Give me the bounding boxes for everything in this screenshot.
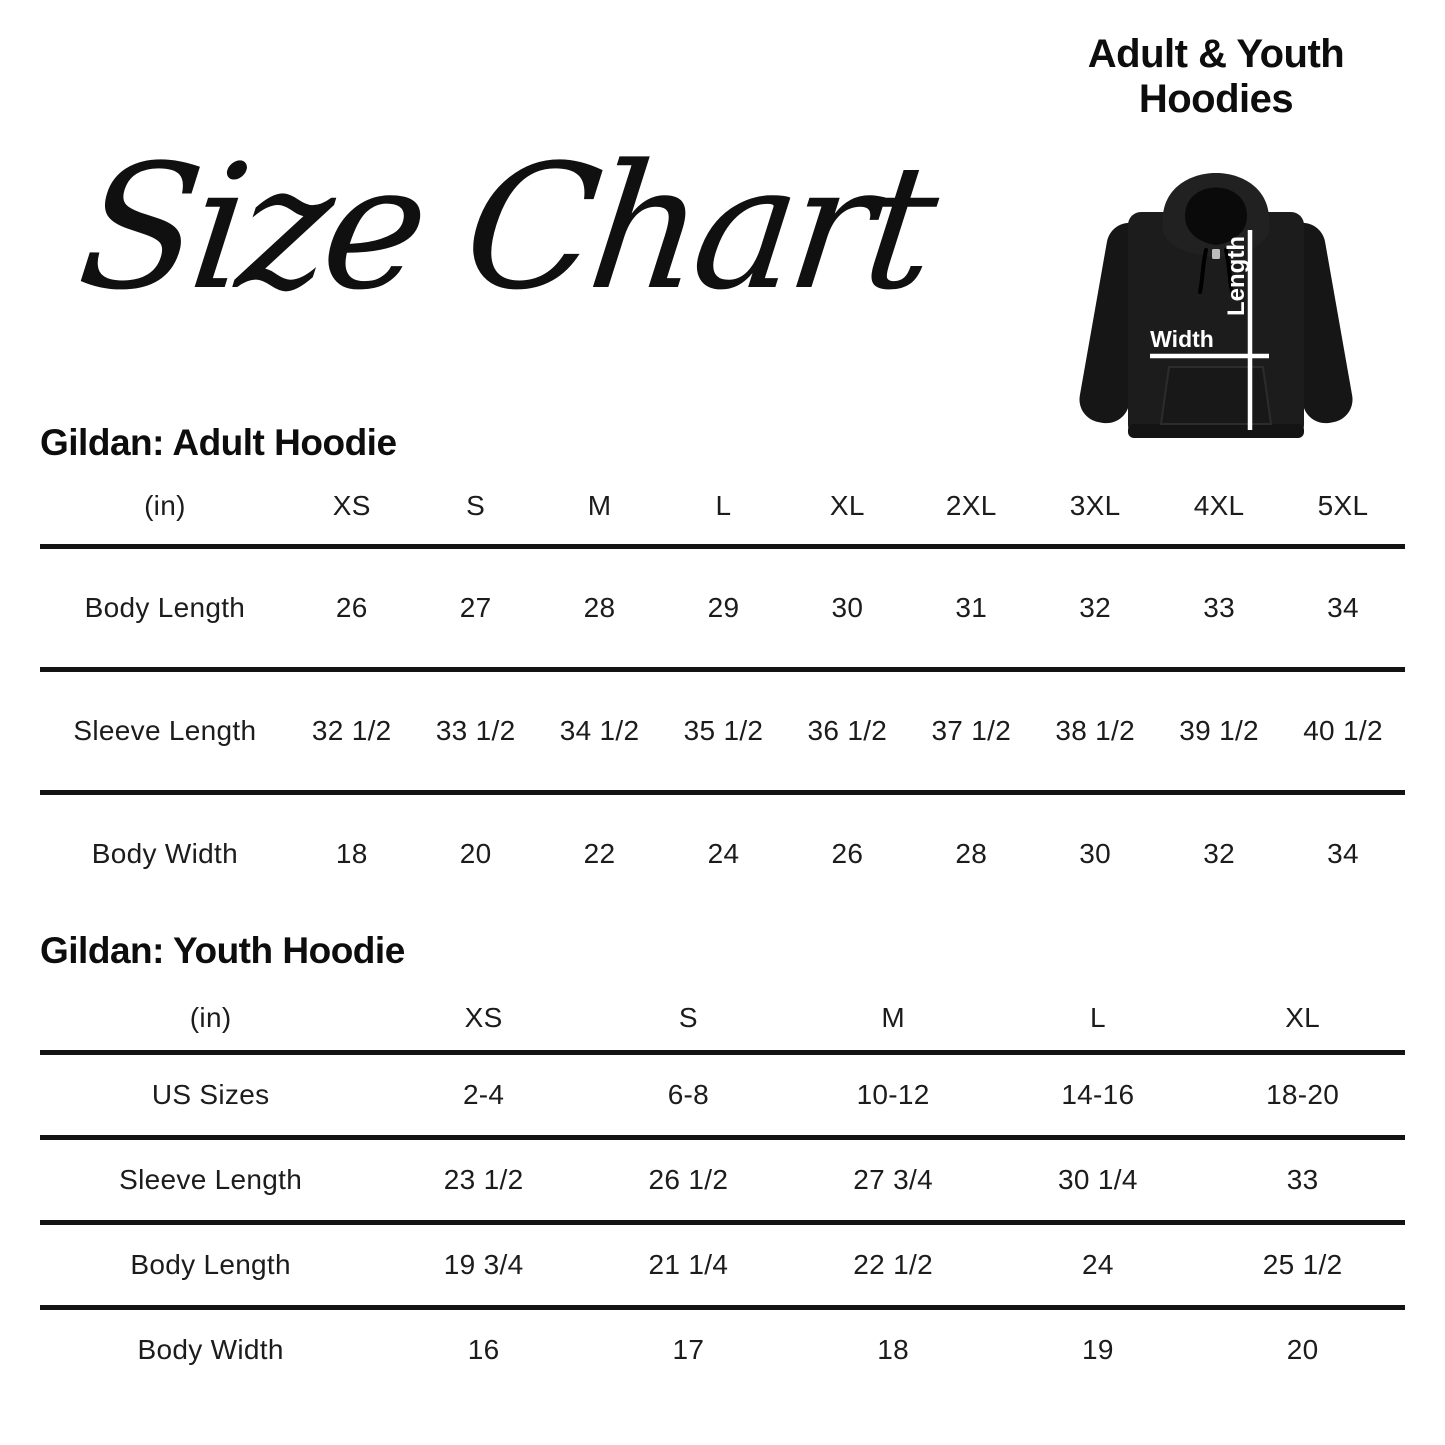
length-label: Length: [1223, 236, 1250, 316]
table-row: Body Length 26 27 28 29 30 31 32 33 34: [40, 547, 1405, 670]
value-cell: 24: [707, 838, 740, 869]
header-cell: XL: [829, 490, 865, 521]
value-cell: 20: [1286, 1334, 1319, 1365]
value-cell: 25 1/2: [1262, 1249, 1343, 1280]
value-cell: 28: [955, 838, 988, 869]
value-cell: 18-20: [1266, 1079, 1340, 1110]
adult-table-heading: Gildan: Adult Hoodie: [40, 422, 397, 463]
header-cell: M: [587, 490, 612, 521]
value-cell: 18: [877, 1334, 909, 1365]
value-cell: 34: [1327, 592, 1359, 623]
row-label: Sleeve Length: [73, 715, 257, 746]
value-cell: 27 3/4: [853, 1164, 933, 1195]
youth-size-table: (in) XS S M L XL US Sizes 2-4 6-8 10-12 …: [40, 986, 1405, 1390]
youth-header-row: (in) XS S M L XL: [40, 986, 1405, 1053]
value-cell: 31: [955, 592, 988, 623]
row-label: US Sizes: [151, 1079, 270, 1110]
value-cell: 34 1/2: [559, 715, 640, 746]
value-cell: 26: [335, 592, 368, 623]
value-cell: 22 1/2: [853, 1249, 933, 1280]
table-row: US Sizes 2-4 6-8 10-12 14-16 18-20: [40, 1053, 1405, 1138]
adult-size-table: (in) XS S M L XL 2XL 3XL 4XL 5XL Body Le…: [40, 468, 1405, 913]
value-cell: 26: [831, 838, 864, 869]
value-cell: 19 3/4: [443, 1249, 524, 1280]
row-label: Body Width: [137, 1334, 284, 1365]
hoodie-diagram: Adult & Youth Hoodies: [998, 32, 1434, 444]
header-cell: S: [678, 1002, 698, 1033]
value-cell: 29: [707, 592, 740, 623]
value-cell: 16: [467, 1334, 500, 1365]
drawstrings: [1198, 248, 1234, 295]
table-row: Sleeve Length 23 1/2 26 1/2 27 3/4 30 1/…: [40, 1138, 1405, 1223]
value-cell: 24: [1082, 1249, 1114, 1280]
value-cell: 37 1/2: [931, 715, 1012, 746]
value-cell: 20: [459, 838, 492, 869]
header-cell: L: [715, 490, 732, 521]
neck-tag: [1212, 249, 1220, 260]
hoodie-pocket: [1159, 366, 1273, 426]
table-row: Body Width 16 17 18 19 20: [40, 1308, 1405, 1391]
header-cell: 2XL: [945, 490, 997, 521]
hoodie-diagram-heading: Adult & Youth Hoodies: [998, 32, 1434, 122]
adult-header-row: (in) XS S M L XL 2XL 3XL 4XL 5XL: [40, 468, 1405, 547]
header-cell: 4XL: [1193, 490, 1245, 521]
value-cell: 18: [335, 838, 368, 869]
value-cell: 32 1/2: [311, 715, 392, 746]
header-cell: S: [466, 490, 486, 521]
value-cell: 33: [1203, 592, 1235, 623]
unit-header: (in): [189, 1002, 232, 1033]
value-cell: 36 1/2: [807, 715, 888, 746]
row-label: Body Width: [91, 838, 238, 869]
value-cell: 6-8: [667, 1079, 710, 1110]
header-cell: XL: [1285, 1002, 1321, 1033]
width-label: Width: [1150, 326, 1214, 352]
value-cell: 14-16: [1061, 1079, 1135, 1110]
unit-header: (in): [144, 490, 186, 521]
value-cell: 26 1/2: [648, 1164, 729, 1195]
hoodie-illustration: Width Length: [1079, 173, 1353, 439]
value-cell: 38 1/2: [1055, 715, 1135, 746]
value-cell: 21 1/4: [648, 1249, 729, 1280]
hood-opening: [1185, 187, 1247, 246]
value-cell: 27: [459, 592, 492, 623]
value-cell: 33 1/2: [435, 715, 516, 746]
page-title: Size Chart: [70, 126, 941, 328]
value-cell: 39 1/2: [1179, 715, 1259, 746]
table-row: Sleeve Length 32 1/2 33 1/2 34 1/2 35 1/…: [40, 670, 1405, 793]
value-cell: 33: [1286, 1164, 1319, 1195]
value-cell: 22: [583, 838, 616, 869]
value-cell: 23 1/2: [443, 1164, 524, 1195]
value-cell: 17: [672, 1334, 705, 1365]
table-row: Body Width 18 20 22 24 26 28 30 32 34: [40, 793, 1405, 914]
header-cell: XS: [464, 1002, 503, 1033]
value-cell: 19: [1082, 1334, 1114, 1365]
header-cell: XS: [332, 490, 371, 521]
header-cell: 5XL: [1317, 490, 1369, 521]
header-cell: L: [1089, 1002, 1106, 1033]
value-cell: 32: [1203, 838, 1235, 869]
value-cell: 40 1/2: [1303, 715, 1383, 746]
hoodie-hem: [1128, 424, 1304, 439]
hoodie-heading-line1: Adult & Youth: [1087, 32, 1345, 76]
value-cell: 35 1/2: [683, 715, 764, 746]
measurement-lines: [1150, 230, 1269, 431]
row-label: Body Length: [84, 592, 246, 623]
value-cell: 28: [583, 592, 616, 623]
row-label: Body Length: [130, 1249, 291, 1280]
value-cell: 30 1/4: [1058, 1164, 1138, 1195]
value-cell: 30: [1079, 838, 1112, 869]
value-cell: 34: [1327, 838, 1359, 869]
value-cell: 10-12: [856, 1079, 930, 1110]
header-cell: M: [881, 1002, 905, 1033]
youth-table-heading: Gildan: Youth Hoodie: [40, 930, 405, 971]
hoodie-heading-line2: Hoodies: [1138, 77, 1294, 122]
header-cell: 3XL: [1069, 490, 1121, 521]
row-label: Sleeve Length: [119, 1164, 303, 1195]
value-cell: 2-4: [462, 1079, 505, 1110]
value-cell: 32: [1079, 592, 1112, 623]
value-cell: 30: [831, 592, 864, 623]
table-row: Body Length 19 3/4 21 1/4 22 1/2 24 25 1…: [40, 1223, 1405, 1308]
